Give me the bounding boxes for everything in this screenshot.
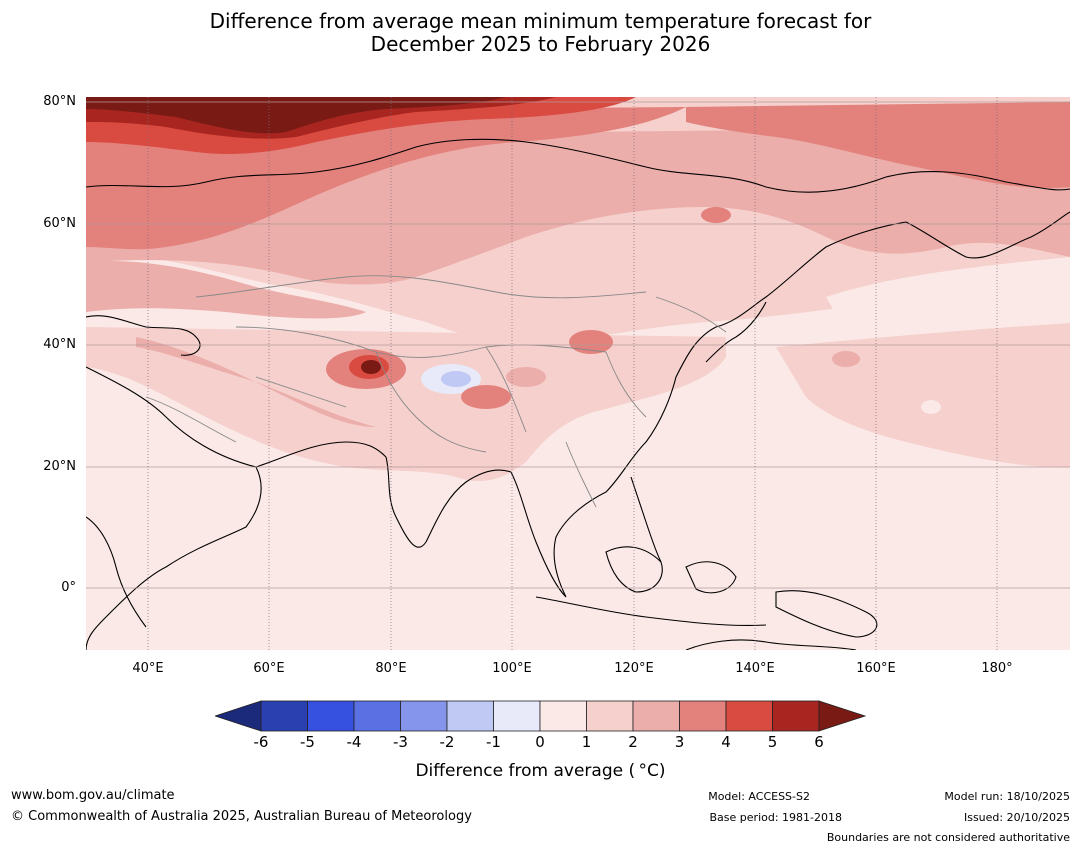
colorbar-tick-label: -4 — [346, 733, 362, 751]
colorbar-tick-label: -2 — [439, 733, 455, 751]
longitude-gridlines — [147, 97, 998, 650]
colorbar-tick-label: -1 — [486, 733, 501, 751]
chart-title: Difference from average mean minimum tem… — [0, 10, 1081, 56]
colorbar-cell-0-to-1 — [539, 700, 587, 732]
lon-label-80e: 80°E — [375, 661, 407, 676]
colorbar-cell--4-to--3 — [353, 700, 401, 732]
lon-label-180: 180° — [981, 661, 1013, 676]
lat-label-40n: 40°N — [43, 337, 76, 352]
colorbar-tick-label: 6 — [814, 733, 824, 751]
colorbar-cell--5-to--4 — [307, 700, 355, 732]
anomaly-band-2-3-south — [136, 337, 376, 427]
anomaly-spot-light — [826, 257, 1070, 332]
colorbar-tick-label: 0 — [535, 733, 545, 751]
anomaly-patch-pacific-2 — [921, 400, 941, 414]
lon-label-40e: 40°E — [132, 661, 164, 676]
lat-label-0: 0° — [61, 580, 76, 595]
anomaly-patch-china-2 — [461, 385, 511, 409]
colorbar-cell-2-to-3 — [632, 700, 680, 732]
anomaly-band-3-4-east — [686, 102, 1070, 188]
footer-model: Model: ACCESS-S2 — [708, 790, 810, 803]
footer-website: www.bom.gov.au/climate — [11, 788, 175, 803]
title-line-1: Difference from average mean minimum tem… — [209, 9, 872, 33]
lon-label-120e: 120°E — [614, 661, 654, 676]
colorbar-tick-label: 3 — [674, 733, 685, 751]
lon-label-100e: 100°E — [492, 661, 532, 676]
anomaly-patch-china-1 — [569, 330, 613, 354]
colorbar-tick-label: 1 — [581, 733, 592, 751]
anomaly-patch-pacific-1 — [832, 351, 860, 367]
colorbar-cell--3-to--2 — [400, 700, 448, 732]
title-line-2: December 2025 to February 2026 — [370, 32, 711, 56]
colorbar-arrow-low — [215, 700, 262, 732]
colorbar-tick-label: 4 — [721, 733, 731, 751]
lat-label-80n: 80°N — [43, 94, 76, 109]
colorbar-tick-label: 5 — [767, 733, 778, 751]
colorbar-cell-4-to-5 — [725, 700, 773, 732]
anomaly-patch-russia — [701, 207, 731, 223]
anomaly-band-2-3-west — [86, 261, 366, 319]
lat-label-20n: 20°N — [43, 459, 76, 474]
colorbar-tick-label: -6 — [253, 733, 269, 751]
colorbar — [215, 700, 867, 732]
lat-label-60n: 60°N — [43, 216, 76, 231]
anomaly-band-1-2-south — [86, 327, 726, 482]
map-canvas — [85, 97, 1071, 651]
colorbar-cell-3-to-4 — [679, 700, 727, 732]
colorbar-cell--2-to--1 — [446, 700, 494, 732]
colorbar-tick-label: 2 — [628, 733, 638, 751]
forecast-map — [85, 97, 1071, 651]
colorbar-tick-label: -3 — [393, 733, 408, 751]
colorbar-cell--1-to-0 — [493, 700, 541, 732]
colorbar-arrow-high — [818, 700, 867, 732]
anomaly-patch-china-3 — [506, 367, 546, 387]
anomaly-coldspot-core — [441, 371, 471, 387]
footer-issued: Issued: 20/10/2025 — [963, 811, 1070, 824]
latitude-gridlines — [86, 101, 1070, 589]
footer-base-period: Base period: 1981-2018 — [709, 811, 842, 824]
lon-label-140e: 140°E — [735, 661, 775, 676]
anomaly-core-above-6 — [86, 97, 506, 134]
colorbar-tick-label: -5 — [300, 733, 315, 751]
colorbar-label: Difference from average ( °C) — [415, 761, 666, 781]
colorbar-cell--6-to--5 — [260, 700, 308, 732]
footer-copyright: © Commonwealth of Australia 2025, Austra… — [11, 809, 472, 824]
colorbar-cell-5-to-6 — [772, 700, 820, 732]
anomaly-hotspot-core — [361, 360, 381, 374]
lon-label-60e: 60°E — [253, 661, 285, 676]
footer-model-run: Model run: 18/10/2025 — [944, 790, 1070, 803]
colorbar-cells — [215, 700, 867, 732]
colorbar-cell-1-to-2 — [586, 700, 634, 732]
footer-disclaimer: Boundaries are not considered authoritat… — [826, 831, 1070, 844]
country-borders — [145, 275, 727, 508]
lon-label-160e: 160°E — [856, 661, 896, 676]
